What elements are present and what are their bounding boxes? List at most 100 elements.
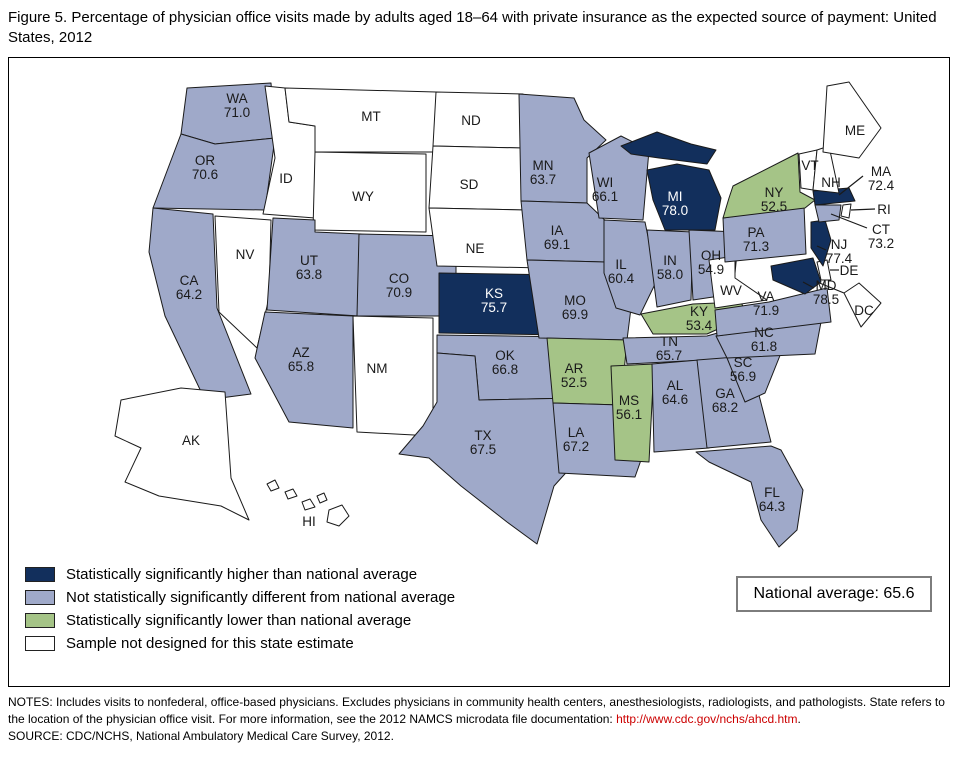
state-label-OH: OH 54.9 [698,248,724,277]
callout-line-RI [850,207,876,211]
legend-row-higher: Statistically significantly higher than … [25,566,455,583]
state-label-DE: DE [840,263,859,278]
state-label-MS: MS 56.1 [616,393,642,422]
state-NY [722,152,816,218]
state-label-AZ: AZ 65.8 [288,345,314,374]
state-HI [284,488,298,499]
callout-line-MD [802,280,815,289]
notes-link[interactable]: http://www.cdc.gov/nchs/ahcd.htm [616,711,798,726]
state-AK [114,387,250,520]
state-MI [620,131,717,164]
state-WI [588,135,650,220]
state-label-MD: MD 78.5 [813,278,839,307]
legend: Statistically significantly higher than … [25,566,455,658]
state-label-MN: MN 63.7 [530,158,556,187]
state-label-NM: NM [367,361,388,376]
us-choropleth-map: WA 71.0 OR 70.6 CA 64.2 NV ID MT WY UT 63.8 CO 70.9 AZ… [114,81,895,547]
state-label-LA: LA 67.2 [563,425,589,454]
state-NM [352,315,434,436]
figure-title: Figure 5. Percentage of physician office… [8,9,937,47]
state-VA [714,287,832,336]
state-label-ME: ME [845,123,865,138]
state-label-SC: SC 56.9 [730,355,756,384]
state-label-MT: MT [361,109,381,124]
state-MD [770,257,822,294]
state-label-FL: FL 64.3 [759,485,785,514]
legend-label-lower: Statistically significantly lower than n… [66,611,412,629]
notes: NOTES: Includes visits to nonfederal, of… [0,687,960,745]
state-label-VT: VT [801,158,818,173]
legend-row-not-designed: Sample not designed for this state estim… [25,635,455,652]
state-label-NJ: NJ 77.4 [826,237,853,266]
state-label-IL: IL 60.4 [608,257,635,286]
state-label-WA: WA 71.0 [224,91,250,120]
state-label-CT: CT 73.2 [868,222,894,251]
source-text: SOURCE: CDC/NCHS, National Ambulatory Me… [8,728,394,743]
state-RI [840,203,852,218]
state-OR [152,133,276,210]
callout-line-MA [838,175,864,195]
state-label-NE: NE [466,241,485,256]
state-label-NC: NC 61.8 [751,325,777,354]
state-label-OR: OR 70.6 [192,153,218,182]
legend-label-not-designed: Sample not designed for this state estim… [66,634,354,652]
legend-swatch-lower [25,612,55,628]
state-HI [266,479,280,491]
state-HI [301,498,316,510]
legend-label-higher: Statistically significantly higher than … [66,565,418,583]
state-IN [646,229,694,307]
state-label-CO: CO 70.9 [386,271,412,300]
state-FL [695,445,804,547]
state-label-CA: CA 64.2 [176,273,202,302]
callout-line-CT [830,212,868,229]
legend-swatch-not-different [25,589,55,605]
state-label-SD: SD [460,177,479,192]
state-label-MO: MO 69.9 [562,293,588,322]
state-label-TX: TX 67.5 [470,428,496,457]
state-label-KS: KS 75.7 [481,286,507,315]
state-HI [316,492,328,503]
legend-swatch-higher [25,566,55,582]
state-label-WV: WV [720,283,742,298]
state-label-TN: TN 65.7 [656,334,682,363]
state-label-NV: NV [236,247,255,262]
state-label-ND: ND [461,113,481,128]
state-label-ID: ID [279,171,293,186]
state-label-MI: MI 78.0 [662,189,688,218]
state-label-DC: DC [854,303,874,318]
state-CA [148,207,252,400]
state-label-WY: WY [352,189,374,204]
state-label-GA: GA 68.2 [712,386,738,415]
notes-text: NOTES: Includes visits to nonfederal, of… [8,694,945,726]
state-TX [398,352,590,544]
state-label-MA: MA 72.4 [868,164,895,193]
state-label-AK: AK [182,433,200,448]
legend-row-lower: Statistically significantly lower than n… [25,612,455,629]
state-label-NY: NY 52.5 [761,185,787,214]
callout-line-NJ [816,244,827,251]
state-MI [646,163,722,230]
legend-swatch-not-designed [25,635,55,651]
callout-line-DC [816,280,845,294]
state-WY [312,151,427,232]
state-label-OK: OK 66.8 [492,348,518,377]
state-label-NH: NH [821,175,841,190]
legend-row-not-different: Not statistically significantly differen… [25,589,455,606]
state-label-PA: PA 71.3 [743,225,769,254]
state-label-IN: IN 58.0 [657,253,683,282]
state-IL [603,219,658,315]
state-label-WI: WI 66.1 [592,175,618,204]
state-MS [610,363,655,462]
map-panel: WA 71.0 OR 70.6 CA 64.2 NV ID MT WY UT 63.8 CO 70.9 AZ… [8,56,950,687]
state-label-KY: KY 53.4 [686,304,713,333]
state-ME [822,81,882,158]
state-label-UT: UT 63.8 [296,253,322,282]
legend-label-not-different: Not statistically significantly differen… [66,588,456,606]
state-label-IA: IA 69.1 [544,223,570,252]
national-average-box: National average: 65.6 [736,575,932,612]
state-AZ [254,311,354,428]
state-label-AR: AR 52.5 [561,361,587,390]
state-label-AL: AL 64.6 [662,378,688,407]
state-label-RI: RI [877,202,891,217]
state-CT [814,204,842,222]
